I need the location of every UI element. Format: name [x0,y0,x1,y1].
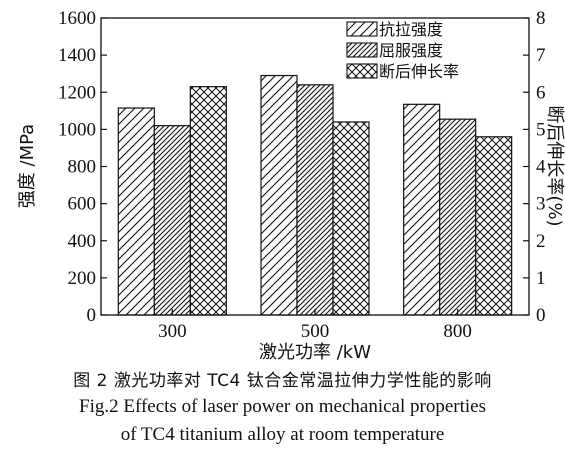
x-tick-label: 300 [158,321,187,342]
legend-swatch [346,21,378,37]
legend-swatch [346,42,378,58]
legend-label: 断后伸长率 [379,62,459,81]
y-tick-label: 200 [68,268,97,289]
bar-1-300 [117,107,155,316]
bar-2-300 [153,125,191,316]
y-tick-label: 1600 [58,8,96,29]
figure-caption-chinese: 图 2 激光功率对 TC4 钛合金常温拉伸力学性能的影响 [73,371,492,391]
y-tick-label: 400 [68,231,97,252]
bar-1-800 [403,103,441,316]
y2-tick-label: 1 [536,268,546,289]
y2-tick-label: 8 [536,8,546,29]
bar-2-800 [439,118,477,316]
y2-tick-label: 0 [536,305,546,326]
y-tick-label: 600 [68,194,97,215]
y-tick-label: 1000 [58,119,96,140]
y-tick-label: 1200 [58,82,96,103]
y2-tick-label: 5 [536,119,546,140]
figure-caption-english-line2: of TC4 titanium alloy at room temperatur… [120,424,445,445]
y2-tick-label: 4 [536,157,546,178]
y2-tick-label: 6 [536,82,546,103]
x-tick-label: 500 [301,321,330,342]
legend-label: 屈服强度 [379,41,443,60]
legend-swatch [346,63,378,79]
x-axis-title: 激光功率 /kW [259,342,371,360]
y-tick-label: 0 [87,305,97,326]
bar-3-300 [189,86,227,316]
y-tick-label: 800 [68,157,97,178]
bar-3-500 [332,121,370,316]
y2-tick-label: 2 [536,231,546,252]
bar-1-500 [260,74,298,316]
x-tick-label: 800 [443,321,472,342]
y2-tick-label: 3 [536,194,546,215]
y-tick-label: 1400 [58,45,96,66]
y2-axis-title: 断后伸长率(%) [544,105,565,226]
bar-2-500 [296,84,334,316]
bar-3-800 [475,136,513,316]
y-axis-title: 强度 /MPa [17,124,38,208]
y2-tick-label: 7 [536,45,546,66]
legend-label: 抗拉强度 [379,20,443,39]
figure-caption-english-line1: Fig.2 Effects of laser power on mechanic… [79,396,486,417]
